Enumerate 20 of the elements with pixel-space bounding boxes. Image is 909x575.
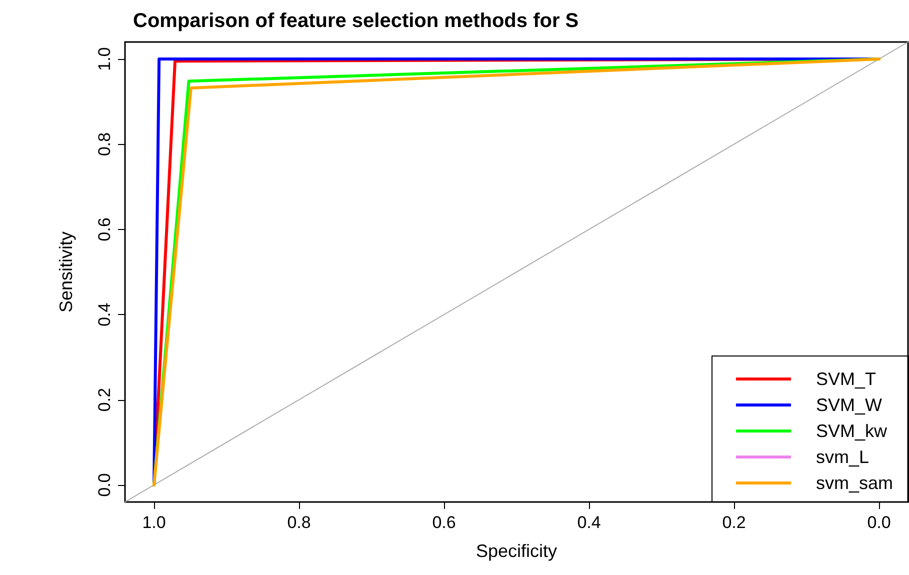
y-tick-label: 0.8: [95, 132, 114, 156]
legend-label: svm_L: [816, 447, 870, 467]
x-tick-label: 0.0: [867, 513, 891, 532]
x-tick-label: 0.6: [432, 513, 456, 532]
y-tick-label: 0.4: [95, 302, 114, 326]
x-tick-label: 0.4: [577, 513, 601, 532]
legend-label: svm_sam: [816, 473, 894, 493]
chart-title: Comparison of feature selection methods for S: [133, 10, 579, 32]
x-axis-title: Specificity: [476, 541, 558, 561]
y-axis-title: Sensitivity: [56, 231, 76, 313]
legend-label: SVM_T: [816, 369, 876, 389]
y-tick-label: 1.0: [95, 47, 114, 71]
y-tick-label: 0.2: [95, 388, 114, 412]
legend-label: SVM_kw: [816, 421, 888, 441]
y-tick-label: 0.6: [95, 218, 114, 242]
y-tick-label: 0.0: [95, 473, 114, 497]
x-tick-label: 0.8: [287, 513, 311, 532]
legend-label: SVM_W: [816, 395, 882, 415]
x-tick-label: 0.2: [722, 513, 746, 532]
x-tick-label: 1.0: [142, 513, 166, 532]
